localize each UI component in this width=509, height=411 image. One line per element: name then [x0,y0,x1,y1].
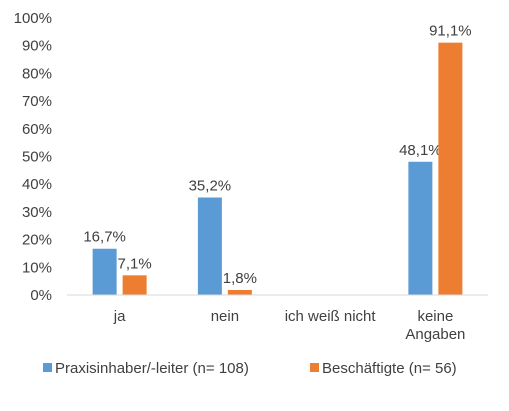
y-tick-label: 0% [30,287,52,304]
y-tick-label: 50% [22,149,52,166]
legend-label: Praxisinhaber/-leiter (n= 108) [55,360,249,377]
y-tick-label: 100% [14,10,52,27]
bar [92,248,117,295]
data-label: 7,1% [118,255,152,272]
legend: Praxisinhaber/-leiter (n= 108) Beschäftig… [43,360,457,377]
data-label: 48,1% [399,142,442,159]
data-label: 16,7% [83,229,126,246]
bar [408,161,433,295]
y-tick-label: 90% [22,38,52,55]
bar [122,275,147,295]
y-tick-label: 70% [22,93,52,110]
data-label: 1,8% [223,270,257,287]
x-category-label: ich weiß nicht [285,308,377,325]
y-tick-label: 20% [22,232,52,249]
data-label: 35,2% [189,177,232,194]
y-tick-label: 30% [22,204,52,221]
plot-area: 16,7% 35,2% 48,1% 7,1% 1,8% 91,1% [83,23,472,295]
data-label: 91,1% [429,23,472,40]
y-tick-label: 80% [22,65,52,82]
y-tick-label: 60% [22,121,52,138]
x-category-label: nein [211,308,239,325]
bar [197,197,222,295]
y-tick-label: 40% [22,176,52,193]
y-axis: 0% 10% 20% 30% 40% 50% 60% 70% 80% 90% 100% [14,10,52,304]
bar [227,290,252,295]
legend-label: Beschäftigte (n= 56) [322,360,457,377]
legend-swatch [43,363,52,372]
legend-swatch [310,363,319,372]
bar [438,42,463,295]
x-category-label: Angaben [405,326,465,343]
y-tick-label: 10% [22,259,52,276]
x-category-label: ja [113,308,126,325]
x-category-label: keine [417,308,453,325]
